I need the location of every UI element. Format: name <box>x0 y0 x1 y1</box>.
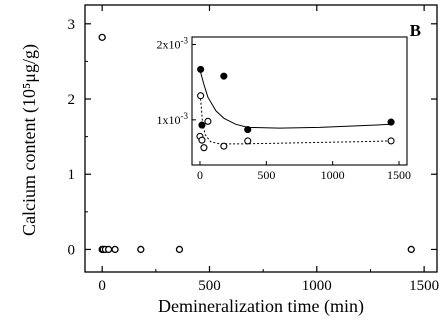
inset-y-tick-label: 1x10-3 <box>157 111 189 127</box>
inset-point-filled <box>198 121 206 129</box>
inset-data-points <box>196 65 395 152</box>
inset-axis-ticks: 0 500 1000 1500 1x10-3 2x10-3 <box>157 36 412 182</box>
main-axis-ticks: 0 500 1000 1500 0 1 2 3 <box>68 5 439 294</box>
inset-x-tick-label: 1500 <box>387 168 411 182</box>
data-point-open <box>104 245 113 254</box>
inset-point-open <box>204 117 212 125</box>
inset-point-filled <box>244 126 252 134</box>
y-tick-label: 0 <box>68 242 76 258</box>
data-point-open <box>111 245 119 254</box>
y-axis-label: Calcium content (10⁵μg/g) <box>19 44 40 236</box>
data-point-open <box>175 245 184 254</box>
inset-point-filled <box>220 72 228 80</box>
x-tick-label: 500 <box>198 278 221 294</box>
main-data-points <box>98 33 415 254</box>
fit-curve-filled <box>200 72 392 129</box>
inset-point-open <box>197 92 205 100</box>
inset-x-tick-label: 0 <box>197 168 203 182</box>
data-point-open <box>98 33 106 41</box>
x-axis-label: Demineralization time (min) <box>158 296 364 317</box>
inset-point-open <box>200 144 208 152</box>
inset-point-open <box>220 142 228 150</box>
x-tick-label: 0 <box>98 278 106 294</box>
inset-fit-curves <box>200 72 392 145</box>
y-tick-label: 3 <box>68 17 76 33</box>
x-tick-label: 1000 <box>302 278 332 294</box>
panel-label: B <box>410 21 421 40</box>
inset-x-tick-label: 1000 <box>321 168 345 182</box>
data-point-open <box>407 245 415 254</box>
fit-curve-open <box>200 98 392 145</box>
inset-plot-frame <box>191 36 408 166</box>
y-tick-label: 1 <box>68 167 76 183</box>
inset-point-filled <box>197 65 205 73</box>
inset-point-open <box>198 136 206 144</box>
main-plot-frame <box>84 4 438 273</box>
inset-x-tick-label: 500 <box>257 168 275 182</box>
inset-y-tick-label: 2x10-3 <box>157 36 189 52</box>
inset-point-open <box>387 137 395 145</box>
x-tick-label: 1500 <box>409 278 439 294</box>
data-point-open <box>137 245 145 254</box>
inset-point-open <box>244 137 252 145</box>
inset-point-filled <box>387 118 395 126</box>
y-tick-label: 2 <box>68 92 76 108</box>
